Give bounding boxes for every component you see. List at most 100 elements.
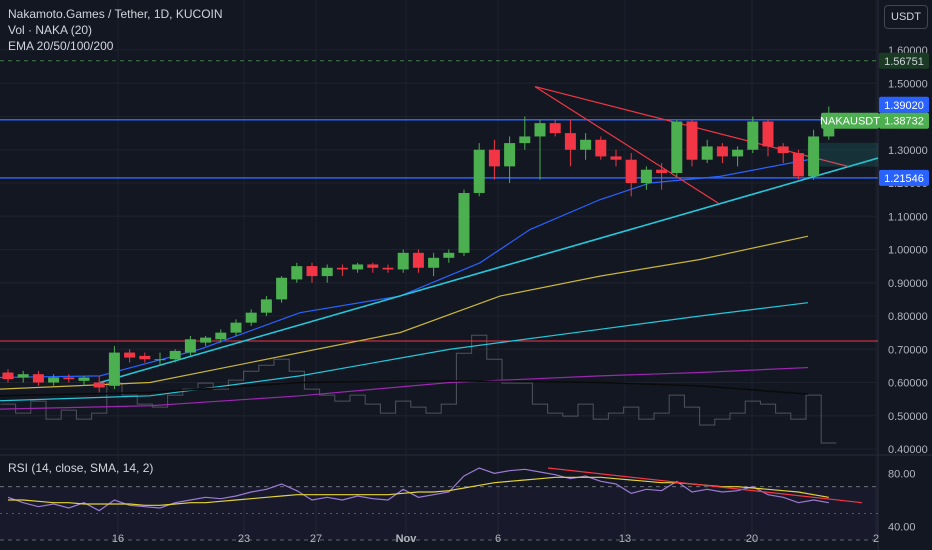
y-tick-label: 0.50000 xyxy=(888,411,928,423)
price-label-blue-top-text: 1.39020 xyxy=(884,100,924,112)
ema-black-line xyxy=(0,380,809,397)
candle-body xyxy=(564,133,576,150)
candle-body xyxy=(245,312,257,323)
x-tick-label: 16 xyxy=(112,533,124,545)
candle-body xyxy=(412,252,424,268)
candle-body xyxy=(443,252,455,258)
price-label-blue-bottom-bg xyxy=(879,169,929,186)
candle-body xyxy=(625,159,637,183)
chart-legend: Nakamoto.Games / Tether, 1D, KUCOIN Vol … xyxy=(8,6,223,54)
rsi-line xyxy=(7,467,829,512)
price-label-blue-bottom-text: 1.21546 xyxy=(884,173,924,185)
rsi-pane-background xyxy=(0,455,878,540)
candle-body xyxy=(762,121,774,147)
candle-body xyxy=(336,267,348,270)
candle-body xyxy=(367,264,379,268)
candle-body xyxy=(701,146,713,160)
candle-body xyxy=(610,156,622,160)
candle-body xyxy=(504,143,516,167)
candle-body xyxy=(792,153,804,177)
candle-body xyxy=(48,377,60,383)
candle-body xyxy=(108,352,120,386)
volume-outline xyxy=(0,334,837,444)
x-tick-label: 2 xyxy=(873,533,879,545)
candle-body xyxy=(519,136,531,144)
candle-body xyxy=(640,169,652,183)
ema-lines xyxy=(0,159,809,410)
candle-body xyxy=(291,266,303,280)
price-labels: 1.56751 1.39020 1.38732 NAKAUSDT 1.21546 xyxy=(820,52,929,186)
candle-body xyxy=(732,149,744,157)
rsi-tick-label: 80.00 xyxy=(888,468,916,480)
candle-body xyxy=(2,372,14,380)
ema-indicator-label[interactable]: EMA 20/50/100/200 xyxy=(8,39,114,53)
y-tick-label: 1.10000 xyxy=(888,211,928,223)
candle-body xyxy=(63,377,75,380)
x-tick-label: 23 xyxy=(238,533,250,545)
rsi-divergence-line xyxy=(547,467,863,504)
candle-body xyxy=(321,267,333,277)
candle-body xyxy=(32,374,44,383)
candle-body xyxy=(230,322,242,333)
candle-body xyxy=(139,355,151,360)
currency-button[interactable]: USDT xyxy=(884,5,928,29)
x-tick-label: 20 xyxy=(746,533,758,545)
x-tick-label: 6 xyxy=(495,533,501,545)
candle-body xyxy=(747,121,759,150)
candle-body xyxy=(549,123,561,134)
price-label-current-text: 1.38732 xyxy=(884,116,924,128)
candle-body xyxy=(777,146,789,154)
descending-trendline-1 xyxy=(534,86,719,204)
candle-body xyxy=(260,299,272,313)
candle-body xyxy=(716,146,728,157)
price-label-dashed-green: 1.56751 xyxy=(879,52,929,69)
price-label-dashed-green-bg xyxy=(879,52,929,69)
price-label-blue-top: 1.39020 xyxy=(879,96,929,113)
candle-body xyxy=(352,264,364,270)
candle-body xyxy=(595,139,607,157)
y-tick-label: 0.90000 xyxy=(888,278,928,290)
symbol-title: Nakamoto.Games / Tether, 1D, KUCOIN xyxy=(8,7,223,21)
candle-body xyxy=(124,352,136,358)
candle-body xyxy=(200,337,212,343)
candle-body xyxy=(686,121,698,160)
ascending-trendline xyxy=(99,157,879,384)
volume-indicator-label[interactable]: Vol · NAKA (20) xyxy=(8,23,93,37)
rsi-pane xyxy=(0,467,878,541)
symbol-label-current-text: NAKAUSDT xyxy=(820,116,880,128)
candle-body xyxy=(428,257,440,268)
x-tick-label: 27 xyxy=(310,533,322,545)
y-tick-label: 1.50000 xyxy=(888,78,928,90)
x-tick-label: Nov xyxy=(396,533,418,545)
candle-body xyxy=(473,149,485,193)
ema-100-line xyxy=(0,302,809,402)
price-label-current-bg xyxy=(879,112,929,129)
candles xyxy=(2,106,835,393)
candle-body xyxy=(215,332,227,340)
symbol-label-current: NAKAUSDT xyxy=(820,112,880,129)
candle-body xyxy=(534,123,546,137)
candle-body xyxy=(184,339,196,353)
candle-body xyxy=(382,267,394,270)
candle-body xyxy=(306,266,318,277)
y-tick-label: 0.80000 xyxy=(888,311,928,323)
candle-body xyxy=(78,377,90,381)
candle-body xyxy=(154,359,166,361)
ema-20-line xyxy=(0,159,809,379)
target-zone xyxy=(807,142,879,167)
price-label-blue-bottom: 1.21546 xyxy=(879,169,929,186)
y-tick-label: 1.00000 xyxy=(888,245,928,257)
y-tick-label: 0.60000 xyxy=(888,378,928,390)
candle-body xyxy=(397,252,409,270)
candle-body xyxy=(671,121,683,174)
rsi-tick-label: 40.00 xyxy=(888,522,916,534)
price-label-current: 1.38732 xyxy=(879,112,929,129)
price-label-blue-top-bg xyxy=(879,96,929,113)
y-tick-label: 0.70000 xyxy=(888,344,928,356)
ema-200-line xyxy=(0,366,809,410)
rsi-indicator-label[interactable]: RSI (14, close, SMA, 14, 2) xyxy=(8,461,154,475)
price-label-dashed-green-text: 1.56751 xyxy=(884,56,924,68)
candle-body xyxy=(17,374,29,378)
